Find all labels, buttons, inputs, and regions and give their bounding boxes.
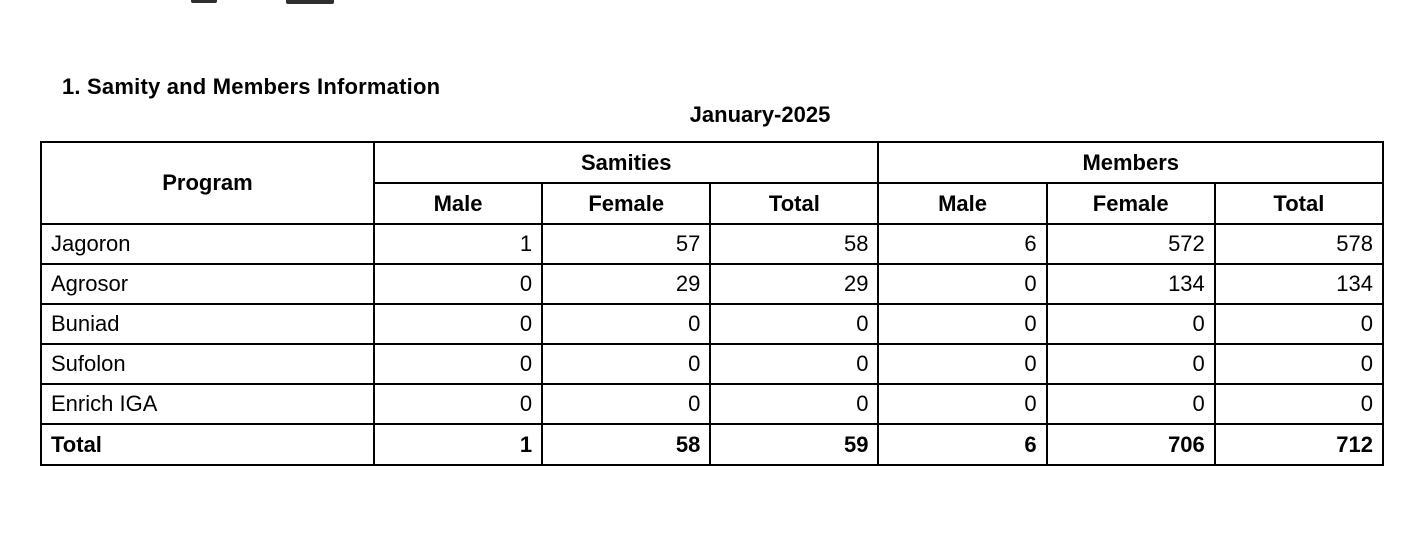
total-value: 58 xyxy=(541,423,712,466)
cropped-text-remnant xyxy=(286,0,334,4)
cell-value: 0 xyxy=(709,383,880,425)
cell-value: 0 xyxy=(372,383,544,425)
column-header-program: Program xyxy=(40,141,375,225)
cell-value: 0 xyxy=(541,343,712,385)
cell-value: 0 xyxy=(541,303,712,345)
column-header-samities-female: Female xyxy=(541,182,712,225)
column-header-members-female: Female xyxy=(1045,182,1216,225)
cropped-text-remnant xyxy=(191,0,217,3)
cell-value: 0 xyxy=(372,343,544,385)
program-name: Buniad xyxy=(40,303,375,345)
cell-value: 0 xyxy=(877,343,1048,385)
cell-value: 0 xyxy=(877,383,1048,425)
program-name: Enrich IGA xyxy=(40,383,375,425)
cell-value: 0 xyxy=(372,263,544,305)
section-heading: 1. Samity and Members Information xyxy=(62,74,441,99)
cell-value: 58 xyxy=(709,223,880,265)
table-row: Jagoron 1 57 58 6 572 578 xyxy=(40,223,1385,265)
cell-value: 0 xyxy=(1045,343,1216,385)
cell-value: 0 xyxy=(1213,343,1385,385)
total-label: Total xyxy=(40,423,375,466)
column-header-members-male: Male xyxy=(877,182,1048,225)
table-row: Sufolon 0 0 0 0 0 0 xyxy=(40,343,1385,385)
column-header-samities-male: Male xyxy=(372,182,544,225)
column-header-samities-total: Total xyxy=(709,182,880,225)
cell-value: 0 xyxy=(1045,303,1216,345)
table-header-row-groups: Program Samities Members xyxy=(40,141,1384,225)
table-row: Buniad 0 0 0 0 0 0 xyxy=(40,303,1385,345)
total-value: 712 xyxy=(1213,423,1385,466)
period-title: January-2025 xyxy=(689,102,831,127)
cell-value: 0 xyxy=(877,303,1048,345)
table-row: Enrich IGA 0 0 0 0 0 0 xyxy=(40,383,1385,425)
cell-value: 0 xyxy=(541,383,712,425)
total-value: 6 xyxy=(877,423,1048,466)
cell-value: 29 xyxy=(709,263,880,305)
program-name: Sufolon xyxy=(40,343,375,385)
cell-value: 29 xyxy=(541,263,712,305)
cell-value: 0 xyxy=(372,303,544,345)
total-value: 706 xyxy=(1045,423,1216,466)
cell-value: 134 xyxy=(1045,263,1216,305)
group-header-samities: Samities xyxy=(372,141,880,184)
cell-value: 0 xyxy=(1045,383,1216,425)
cell-value: 134 xyxy=(1213,263,1385,305)
cell-value: 57 xyxy=(541,223,712,265)
cell-value: 6 xyxy=(877,223,1048,265)
cell-value: 0 xyxy=(709,303,880,345)
cell-value: 578 xyxy=(1213,223,1385,265)
cell-value: 1 xyxy=(372,223,544,265)
cell-value: 0 xyxy=(1213,383,1385,425)
column-header-members-total: Total xyxy=(1213,182,1385,225)
program-name: Jagoron xyxy=(40,223,375,265)
table-total-row: Total 1 58 59 6 706 712 xyxy=(40,423,1385,466)
total-value: 1 xyxy=(372,423,544,466)
cell-value: 0 xyxy=(1213,303,1385,345)
samity-members-table: Program Samities Members Male Female Tot… xyxy=(40,141,1385,466)
program-name: Agrosor xyxy=(40,263,375,305)
table-row: Agrosor 0 29 29 0 134 134 xyxy=(40,263,1385,305)
total-value: 59 xyxy=(709,423,880,466)
group-header-members: Members xyxy=(877,141,1384,184)
cell-value: 0 xyxy=(709,343,880,385)
table-header-row-subcolumns: Male Female Total Male Female Total xyxy=(41,182,1385,225)
cell-value: 0 xyxy=(877,263,1048,305)
cell-value: 572 xyxy=(1045,223,1216,265)
